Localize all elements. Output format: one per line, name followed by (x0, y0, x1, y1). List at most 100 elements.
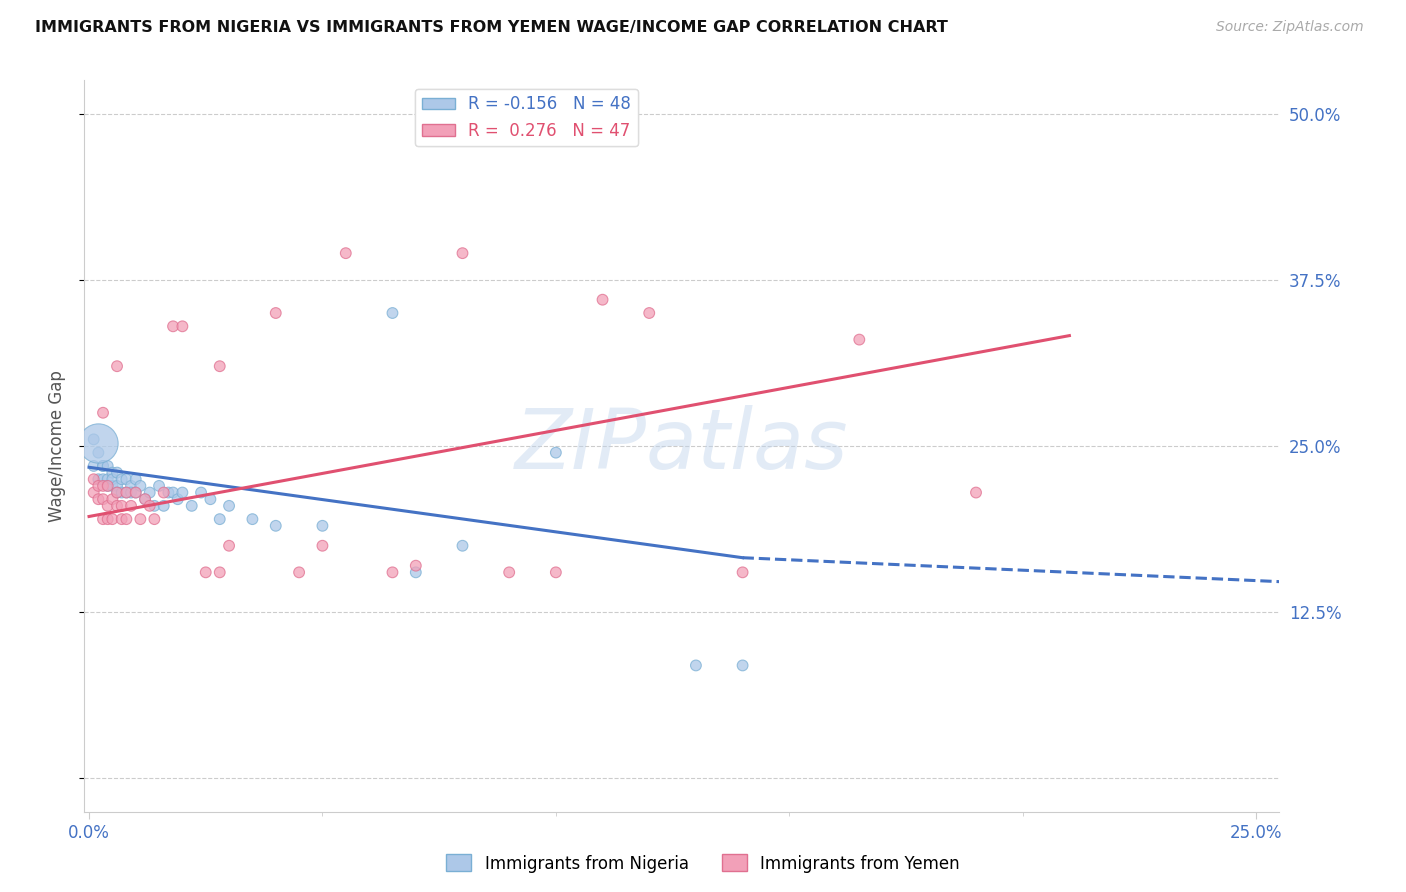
Point (138, 485, 160, 500)
Point (685, 658, 707, 673)
Point (731, 658, 754, 673)
Point (129, 479, 152, 493)
Point (208, 359, 231, 374)
Point (208, 512, 231, 526)
Point (172, 485, 194, 500)
Point (335, 246, 357, 260)
Point (405, 566, 427, 580)
Point (87, 492, 110, 507)
Point (97, 458, 120, 473)
Point (125, 485, 148, 500)
Point (120, 499, 142, 513)
Point (162, 485, 184, 500)
Point (242, 512, 264, 526)
Point (405, 558, 427, 573)
Point (91, 458, 114, 473)
Point (97, 479, 120, 493)
Point (105, 499, 128, 513)
Point (451, 539, 474, 553)
Point (129, 512, 152, 526)
Point (105, 479, 128, 493)
Point (190, 485, 212, 500)
Point (218, 539, 240, 553)
Point (194, 566, 217, 580)
Text: ZIPatlas: ZIPatlas (515, 406, 849, 486)
Point (180, 499, 202, 513)
Point (172, 319, 194, 334)
Point (143, 499, 166, 513)
Point (120, 479, 142, 493)
Point (148, 479, 170, 493)
Point (97, 512, 120, 526)
Point (152, 499, 174, 513)
Point (115, 485, 138, 500)
Legend: R = -0.156   N = 48, R =  0.276   N = 47: R = -0.156 N = 48, R = 0.276 N = 47 (415, 88, 638, 146)
Point (87, 479, 110, 493)
Point (498, 566, 520, 580)
Point (111, 472, 134, 486)
Point (125, 472, 148, 486)
Point (218, 499, 240, 513)
Point (97, 479, 120, 493)
Point (91, 458, 114, 473)
Point (91, 406, 114, 420)
Point (381, 306, 404, 320)
Point (134, 492, 156, 507)
Point (848, 333, 870, 347)
Point (97, 499, 120, 513)
Point (311, 539, 333, 553)
Point (264, 518, 287, 533)
Point (166, 492, 188, 507)
Point (115, 472, 138, 486)
Point (101, 472, 124, 486)
Point (111, 512, 134, 526)
Point (143, 512, 166, 526)
Point (125, 485, 148, 500)
Point (638, 306, 661, 320)
Point (105, 485, 128, 500)
Point (451, 246, 474, 260)
Point (208, 566, 231, 580)
Point (311, 518, 333, 533)
Point (138, 499, 160, 513)
Point (544, 445, 567, 459)
Point (111, 485, 134, 500)
Point (157, 485, 180, 500)
Point (200, 492, 222, 507)
Point (105, 359, 128, 374)
Point (101, 512, 124, 526)
Point (101, 492, 124, 507)
Point (83, 458, 105, 473)
Point (965, 485, 987, 500)
Point (91, 472, 114, 486)
Point (83, 433, 105, 447)
Point (91, 512, 114, 526)
Point (101, 479, 124, 493)
Point (115, 485, 138, 500)
Point (101, 466, 124, 480)
Point (288, 566, 311, 580)
Point (592, 293, 614, 307)
Point (83, 472, 105, 486)
Point (115, 512, 138, 526)
Point (120, 485, 142, 500)
Point (162, 319, 184, 334)
Text: IMMIGRANTS FROM NIGERIA VS IMMIGRANTS FROM YEMEN WAGE/INCOME GAP CORRELATION CHA: IMMIGRANTS FROM NIGERIA VS IMMIGRANTS FR… (35, 20, 948, 35)
Point (152, 485, 174, 500)
Point (87, 472, 110, 486)
Y-axis label: Wage/Income Gap: Wage/Income Gap (48, 370, 66, 522)
Point (87, 436, 110, 450)
Point (91, 492, 114, 507)
Point (87, 445, 110, 459)
Point (381, 566, 404, 580)
Point (97, 472, 120, 486)
Point (731, 566, 754, 580)
Point (105, 466, 128, 480)
Point (544, 566, 567, 580)
Point (111, 499, 134, 513)
Point (105, 485, 128, 500)
Point (91, 479, 114, 493)
Text: Source: ZipAtlas.com: Source: ZipAtlas.com (1216, 20, 1364, 34)
Legend: Immigrants from Nigeria, Immigrants from Yemen: Immigrants from Nigeria, Immigrants from… (440, 847, 966, 880)
Point (134, 492, 156, 507)
